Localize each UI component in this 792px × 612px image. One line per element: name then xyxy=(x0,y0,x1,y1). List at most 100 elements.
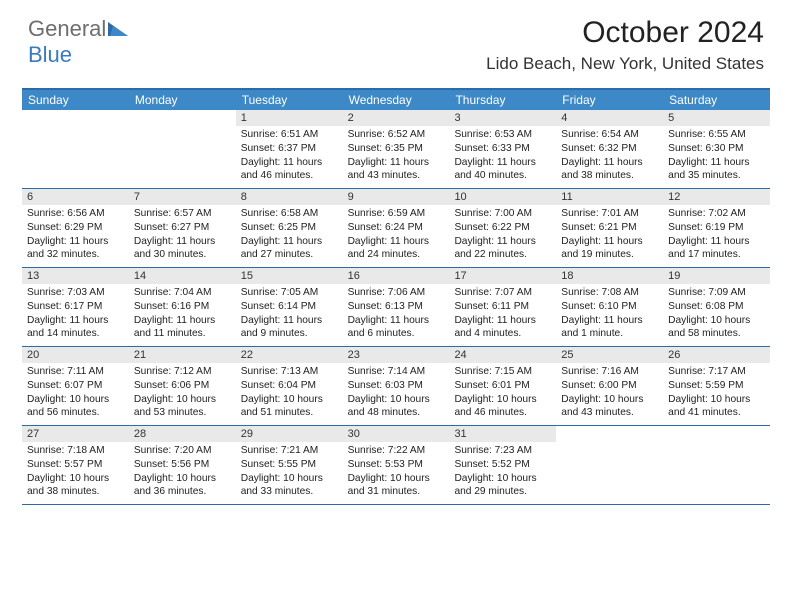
sunset-text: Sunset: 6:35 PM xyxy=(348,142,445,156)
day-cell: 11Sunrise: 7:01 AMSunset: 6:21 PMDayligh… xyxy=(556,189,663,267)
sunrise-text: Sunrise: 7:04 AM xyxy=(134,286,231,300)
daylight-text-1: Daylight: 10 hours xyxy=(668,393,765,407)
day-cell: 6Sunrise: 6:56 AMSunset: 6:29 PMDaylight… xyxy=(22,189,129,267)
sunrise-text: Sunrise: 6:56 AM xyxy=(27,207,124,221)
day-body: Sunrise: 7:23 AMSunset: 5:52 PMDaylight:… xyxy=(449,442,556,504)
sunrise-text: Sunrise: 6:52 AM xyxy=(348,128,445,142)
sunrise-text: Sunrise: 7:05 AM xyxy=(241,286,338,300)
daylight-text-1: Daylight: 10 hours xyxy=(134,472,231,486)
daylight-text-2: and 48 minutes. xyxy=(348,406,445,420)
sunrise-text: Sunrise: 6:55 AM xyxy=(668,128,765,142)
day-number: 29 xyxy=(236,426,343,442)
day-body: Sunrise: 6:54 AMSunset: 6:32 PMDaylight:… xyxy=(556,126,663,188)
day-number: 26 xyxy=(663,347,770,363)
day-body: Sunrise: 6:58 AMSunset: 6:25 PMDaylight:… xyxy=(236,205,343,267)
daylight-text-1: Daylight: 11 hours xyxy=(27,314,124,328)
day-number: 14 xyxy=(129,268,236,284)
sunset-text: Sunset: 6:27 PM xyxy=(134,221,231,235)
daylight-text-2: and 14 minutes. xyxy=(27,327,124,341)
day-number: 7 xyxy=(129,189,236,205)
day-body: Sunrise: 7:02 AMSunset: 6:19 PMDaylight:… xyxy=(663,205,770,267)
sunrise-text: Sunrise: 7:16 AM xyxy=(561,365,658,379)
day-number xyxy=(22,110,129,126)
weeks-container: 1Sunrise: 6:51 AMSunset: 6:37 PMDaylight… xyxy=(22,110,770,505)
sunset-text: Sunset: 6:22 PM xyxy=(454,221,551,235)
day-body: Sunrise: 7:18 AMSunset: 5:57 PMDaylight:… xyxy=(22,442,129,504)
daylight-text-1: Daylight: 10 hours xyxy=(348,472,445,486)
daylight-text-1: Daylight: 11 hours xyxy=(27,235,124,249)
sunrise-text: Sunrise: 7:21 AM xyxy=(241,444,338,458)
day-body xyxy=(556,442,663,504)
day-of-week-cell: Tuesday xyxy=(236,90,343,110)
day-body: Sunrise: 7:06 AMSunset: 6:13 PMDaylight:… xyxy=(343,284,450,346)
day-cell: 20Sunrise: 7:11 AMSunset: 6:07 PMDayligh… xyxy=(22,347,129,425)
logo: General Blue xyxy=(28,16,128,68)
daylight-text-2: and 29 minutes. xyxy=(454,485,551,499)
day-number: 27 xyxy=(22,426,129,442)
sunrise-text: Sunrise: 6:51 AM xyxy=(241,128,338,142)
daylight-text-1: Daylight: 10 hours xyxy=(454,393,551,407)
day-cell: 18Sunrise: 7:08 AMSunset: 6:10 PMDayligh… xyxy=(556,268,663,346)
week-row: 6Sunrise: 6:56 AMSunset: 6:29 PMDaylight… xyxy=(22,189,770,268)
day-number: 23 xyxy=(343,347,450,363)
daylight-text-2: and 56 minutes. xyxy=(27,406,124,420)
day-body: Sunrise: 7:12 AMSunset: 6:06 PMDaylight:… xyxy=(129,363,236,425)
sunrise-text: Sunrise: 6:54 AM xyxy=(561,128,658,142)
day-cell: 17Sunrise: 7:07 AMSunset: 6:11 PMDayligh… xyxy=(449,268,556,346)
day-number: 31 xyxy=(449,426,556,442)
sunset-text: Sunset: 6:16 PM xyxy=(134,300,231,314)
day-body: Sunrise: 7:14 AMSunset: 6:03 PMDaylight:… xyxy=(343,363,450,425)
day-cell: 25Sunrise: 7:16 AMSunset: 6:00 PMDayligh… xyxy=(556,347,663,425)
daylight-text-1: Daylight: 11 hours xyxy=(134,314,231,328)
day-number: 15 xyxy=(236,268,343,284)
day-body: Sunrise: 7:01 AMSunset: 6:21 PMDaylight:… xyxy=(556,205,663,267)
day-number: 4 xyxy=(556,110,663,126)
daylight-text-1: Daylight: 11 hours xyxy=(561,314,658,328)
day-cell: 14 Sunrise: 7:04 AMSunset: 6:16 PMDayligh… xyxy=(129,268,236,346)
day-number: 5 xyxy=(663,110,770,126)
day-number: 16 xyxy=(343,268,450,284)
sunrise-text: Sunrise: 7:13 AM xyxy=(241,365,338,379)
day-body: Sunrise: 7:07 AMSunset: 6:11 PMDaylight:… xyxy=(449,284,556,346)
day-number: 10 xyxy=(449,189,556,205)
sunrise-text: Sunrise: 7:22 AM xyxy=(348,444,445,458)
sunrise-text: Sunrise: 7:17 AM xyxy=(668,365,765,379)
daylight-text-1: Daylight: 10 hours xyxy=(454,472,551,486)
day-cell: 5Sunrise: 6:55 AMSunset: 6:30 PMDaylight… xyxy=(663,110,770,188)
daylight-text-1: Daylight: 10 hours xyxy=(668,314,765,328)
day-of-week-cell: Saturday xyxy=(663,90,770,110)
week-row: 1Sunrise: 6:51 AMSunset: 6:37 PMDaylight… xyxy=(22,110,770,189)
title-block: October 2024 Lido Beach, New York, Unite… xyxy=(486,16,764,74)
sunset-text: Sunset: 6:25 PM xyxy=(241,221,338,235)
day-body: Sunrise: 7:17 AMSunset: 5:59 PMDaylight:… xyxy=(663,363,770,425)
day-number xyxy=(556,426,663,442)
day-number: 17 xyxy=(449,268,556,284)
day-number xyxy=(129,110,236,126)
daylight-text-2: and 17 minutes. xyxy=(668,248,765,262)
daylight-text-1: Daylight: 10 hours xyxy=(134,393,231,407)
day-body: Sunrise: 7:21 AMSunset: 5:55 PMDaylight:… xyxy=(236,442,343,504)
sunrise-text: Sunrise: 7:00 AM xyxy=(454,207,551,221)
day-cell: 22Sunrise: 7:13 AMSunset: 6:04 PMDayligh… xyxy=(236,347,343,425)
sunset-text: Sunset: 6:21 PM xyxy=(561,221,658,235)
daylight-text-1: Daylight: 11 hours xyxy=(241,156,338,170)
day-number: 8 xyxy=(236,189,343,205)
daylight-text-2: and 11 minutes. xyxy=(134,327,231,341)
day-number: 12 xyxy=(663,189,770,205)
day-body: Sunrise: 7:03 AMSunset: 6:17 PMDaylight:… xyxy=(22,284,129,346)
daylight-text-2: and 40 minutes. xyxy=(454,169,551,183)
day-number: 2 xyxy=(343,110,450,126)
day-body: Sunrise: 7:16 AMSunset: 6:00 PMDaylight:… xyxy=(556,363,663,425)
day-cell: 27Sunrise: 7:18 AMSunset: 5:57 PMDayligh… xyxy=(22,426,129,504)
day-number: 3 xyxy=(449,110,556,126)
day-body: Sunrise: 7:22 AMSunset: 5:53 PMDaylight:… xyxy=(343,442,450,504)
daylight-text-2: and 38 minutes. xyxy=(561,169,658,183)
day-body: Sunrise: 7:11 AMSunset: 6:07 PMDaylight:… xyxy=(22,363,129,425)
sunrise-text: Sunrise: 7:18 AM xyxy=(27,444,124,458)
day-cell: 31Sunrise: 7:23 AMSunset: 5:52 PMDayligh… xyxy=(449,426,556,504)
daylight-text-1: Daylight: 10 hours xyxy=(561,393,658,407)
sunset-text: Sunset: 5:52 PM xyxy=(454,458,551,472)
day-body: Sunrise: 6:59 AMSunset: 6:24 PMDaylight:… xyxy=(343,205,450,267)
sunset-text: Sunset: 6:07 PM xyxy=(27,379,124,393)
sunset-text: Sunset: 6:01 PM xyxy=(454,379,551,393)
